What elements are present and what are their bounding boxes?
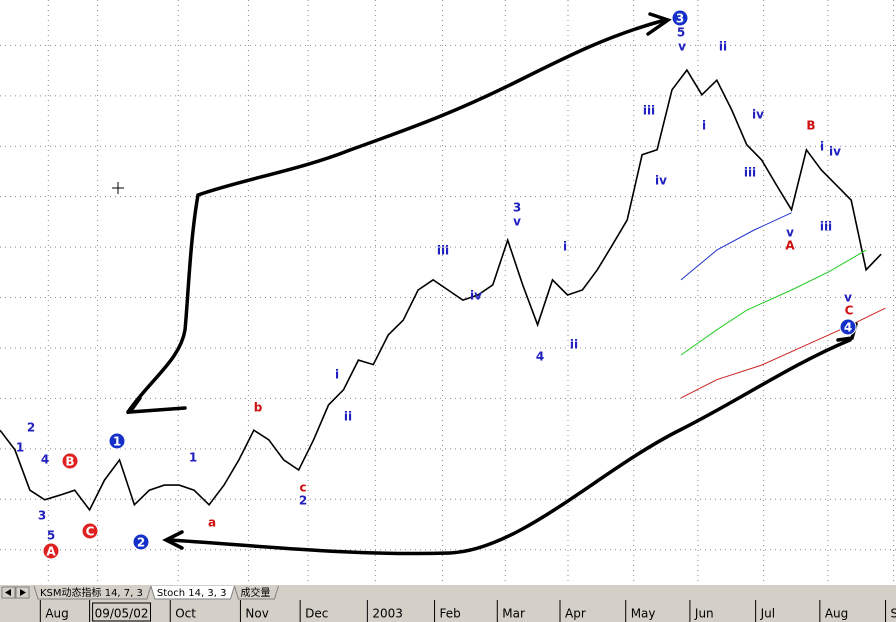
wave-label: ii — [570, 338, 578, 352]
tab-shape — [233, 585, 279, 600]
wave-label: iv — [829, 145, 841, 159]
wave-label: 1 — [113, 435, 121, 449]
wave-label: 2 — [137, 536, 145, 550]
wave-label: B — [806, 119, 815, 133]
wave-label: 5 — [677, 26, 685, 40]
series-line — [680, 212, 792, 281]
x-tick-label: Dec — [305, 607, 328, 621]
tab-label: 成交量 — [240, 586, 270, 599]
wave-circle — [839, 318, 857, 336]
wave-circle — [671, 9, 689, 27]
x-tick-label: Mar — [502, 607, 525, 621]
wave-label: C — [86, 525, 95, 539]
tab[interactable]: Stoch 14, 3, 3 — [150, 585, 235, 600]
wave-label: 3 — [676, 12, 684, 26]
scroll-left-icon — [5, 589, 11, 596]
x-tick-label: Aug — [45, 607, 68, 621]
x-tick-label: 09/05/02 — [95, 607, 149, 621]
wave-label: v — [513, 215, 521, 229]
x-axis-strip — [0, 600, 896, 622]
wave-label: iii — [643, 104, 655, 118]
arrow-head — [646, 12, 672, 36]
series-layer — [0, 68, 886, 512]
wave-label: a — [208, 516, 216, 530]
wave-circle — [81, 522, 99, 540]
wave-label: v — [844, 291, 852, 305]
wave-label: i — [335, 368, 339, 382]
wave-label: 2 — [299, 494, 307, 508]
series-line — [680, 249, 867, 356]
tab[interactable]: KSM动态指标 14, 7, 3 — [33, 585, 152, 600]
wave-circle — [108, 432, 126, 450]
wave-label: iii — [437, 244, 449, 258]
wave-label: 4 — [41, 453, 49, 467]
wave-circle — [132, 533, 150, 551]
wave-circle — [61, 452, 79, 470]
wave-label: 3 — [38, 509, 46, 523]
wave-label: b — [254, 401, 263, 415]
tab-shape — [33, 585, 152, 600]
cursor-date-box — [92, 602, 152, 622]
wave-label: c — [299, 481, 306, 495]
wave-label: B — [65, 455, 74, 469]
wave-label: A — [46, 545, 56, 559]
wave-label: 4 — [844, 321, 852, 335]
x-axis: Aug 09/05/02 Oct Nov Dec 2003 Feb Mar Apr May Jun J… — [39, 600, 896, 622]
wave-label: 2 — [27, 421, 35, 435]
wave-label: C — [845, 304, 854, 318]
x-tick-label: 2003 — [372, 607, 403, 621]
x-tick-label: Nov — [245, 607, 268, 621]
x-tick-label: Aug — [825, 607, 848, 621]
x-tick-label: May — [631, 607, 656, 621]
tab-shape — [150, 585, 235, 600]
tabs: KSM动态指标 14, 7, 3 Stoch 14, 3, 3 成交量 — [33, 585, 279, 600]
arrow-head — [162, 530, 184, 550]
x-tick-label: Jun — [694, 607, 714, 621]
x-tick-label: S — [891, 607, 896, 621]
wave-label: iv — [470, 289, 482, 303]
wave-label: 3 — [513, 201, 521, 215]
x-tick-label: Feb — [440, 607, 461, 621]
wave-label: 1 — [189, 451, 197, 465]
series-line — [0, 68, 882, 512]
crosshair — [112, 182, 124, 194]
tab-label: KSM动态指标 14, 7, 3 — [40, 586, 143, 599]
wave-label: A — [785, 239, 795, 253]
wave-label: i — [563, 240, 567, 254]
wave-label: iv — [752, 108, 764, 122]
wave-label: ii — [719, 40, 727, 54]
wave-label: 1 — [16, 441, 24, 455]
arrow — [168, 338, 852, 556]
wave-label: iii — [744, 166, 756, 180]
wave-label: i — [702, 119, 706, 133]
wave-label: ii — [344, 410, 352, 424]
tab[interactable]: 成交量 — [233, 585, 279, 600]
plot-area — [0, 0, 896, 585]
arrow — [126, 18, 667, 414]
x-tick-label: Oct — [175, 607, 196, 621]
x-tick-label: Apr — [565, 607, 586, 621]
wave-label: iv — [655, 174, 667, 188]
wave-label: 4 — [536, 350, 544, 364]
wave-label: v — [786, 226, 794, 240]
tab-label: Stoch 14, 3, 3 — [157, 588, 227, 599]
arrow-head — [126, 396, 187, 415]
series-line — [680, 307, 886, 399]
wave-label: i — [820, 140, 824, 154]
hand-arrows — [126, 12, 858, 556]
wave-label: v — [678, 40, 686, 54]
scroll-right-icon — [20, 589, 26, 596]
x-tick-label: Jul — [760, 607, 775, 621]
wave-label: 5 — [47, 529, 55, 543]
wave-circle — [42, 542, 60, 560]
wave-label: iii — [820, 220, 832, 234]
